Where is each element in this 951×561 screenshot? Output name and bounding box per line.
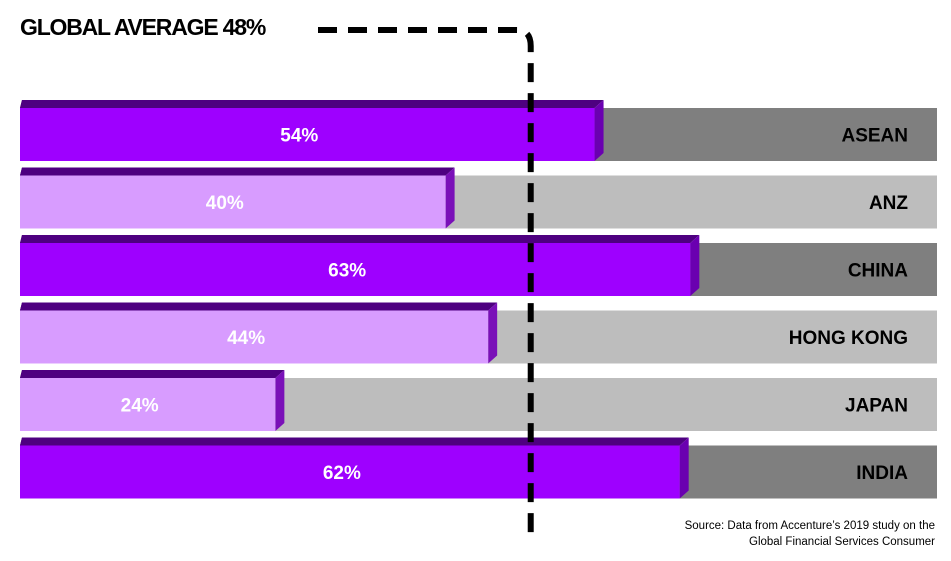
bar-india xyxy=(20,445,680,499)
bar-japan xyxy=(20,378,276,431)
category-label: HONG KONG xyxy=(789,328,908,349)
bar-top-face xyxy=(20,302,498,311)
bar-value-label: 44% xyxy=(227,328,265,349)
bar-side-face xyxy=(275,370,285,431)
bar-top-face xyxy=(20,370,285,378)
bar-value-label: 24% xyxy=(121,396,159,417)
category-label: ASEAN xyxy=(841,126,908,147)
bar-value-label: 62% xyxy=(323,463,361,484)
global-average-line xyxy=(318,27,534,538)
global-average-label: GLOBAL AVERAGE 48% xyxy=(20,14,266,40)
category-label: INDIA xyxy=(856,463,908,484)
category-label: ANZ xyxy=(869,193,908,214)
bar-side-face xyxy=(488,302,498,364)
bar-asean xyxy=(20,108,595,161)
bar-side-face xyxy=(690,235,700,296)
bar-value-label: 63% xyxy=(328,261,366,282)
bar-anz xyxy=(20,175,446,229)
bar-side-face xyxy=(679,437,689,499)
bar-hong-kong xyxy=(20,310,489,364)
bar-china xyxy=(20,243,691,296)
category-label: CHINA xyxy=(848,261,908,282)
bar-side-face xyxy=(594,100,604,161)
bar-top-face xyxy=(20,235,700,243)
bar-value-label: 40% xyxy=(206,193,244,214)
category-label: JAPAN xyxy=(845,396,908,417)
bar-top-face xyxy=(20,167,455,176)
bar-top-face xyxy=(20,437,689,446)
bar-top-face xyxy=(20,100,604,108)
bar-side-face xyxy=(445,167,455,229)
source-line-2: Global Financial Services Consumer xyxy=(749,536,935,548)
bar-value-label: 54% xyxy=(280,126,318,147)
source-line-1: Source: Data from Accenture’s 2019 study… xyxy=(684,520,935,532)
source-note: Source: Data from Accenture’s 2019 study… xyxy=(685,518,935,550)
